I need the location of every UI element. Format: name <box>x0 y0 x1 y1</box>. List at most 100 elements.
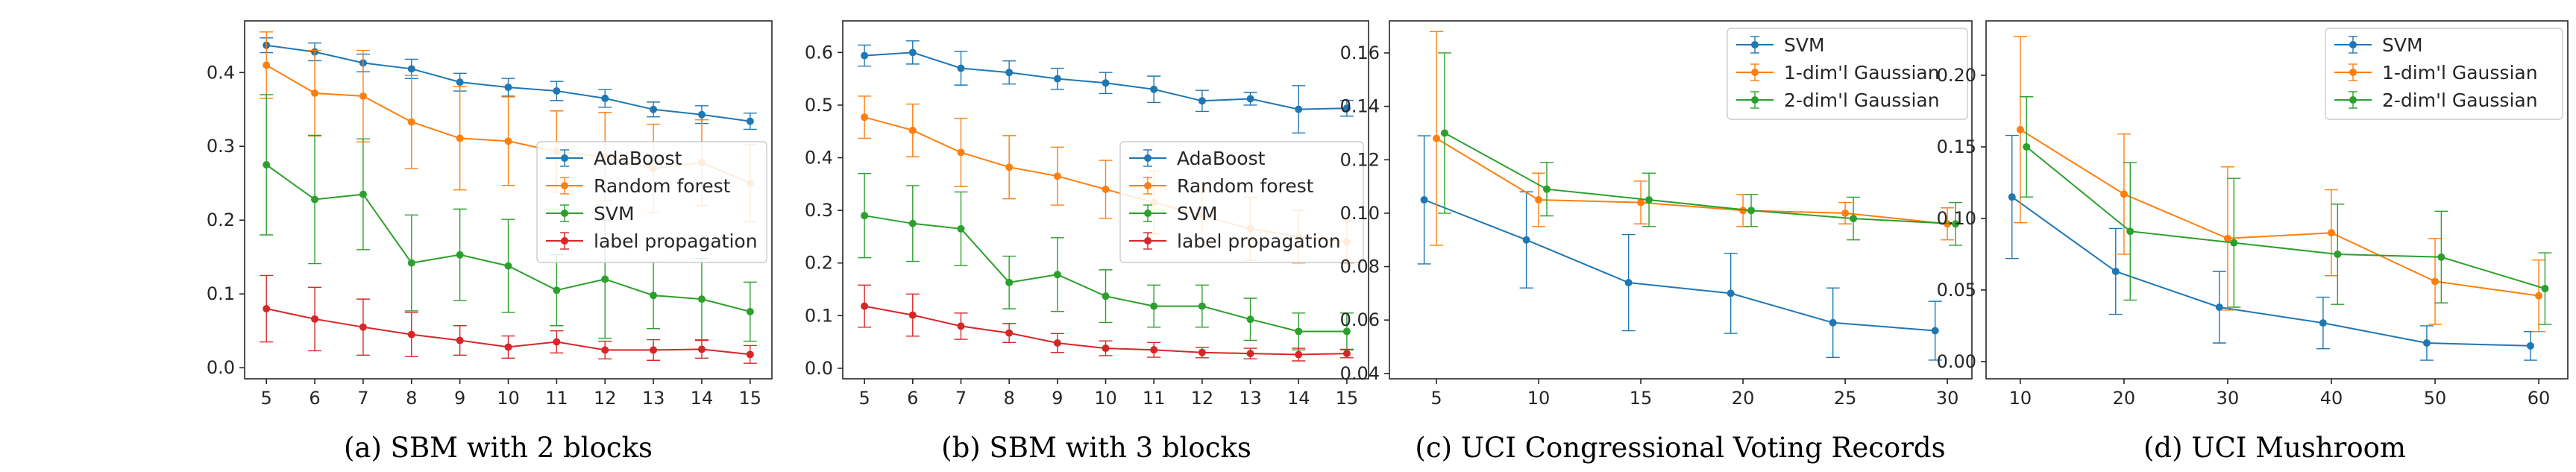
data-point <box>1005 69 1014 77</box>
y-tick-label: 0.4 <box>805 148 833 169</box>
data-point <box>957 64 965 72</box>
series-line <box>2026 146 2545 289</box>
data-point <box>1440 129 1448 137</box>
series-label-propagation <box>260 274 757 364</box>
data-point <box>2223 234 2231 242</box>
legend-marker <box>1144 210 1152 217</box>
data-point <box>1198 97 1206 105</box>
data-point <box>407 118 415 126</box>
data-point <box>861 113 869 122</box>
x-tick-label: 13 <box>1239 388 1262 409</box>
data-point <box>263 160 271 169</box>
data-point <box>957 148 965 157</box>
data-point <box>1053 172 1061 180</box>
data-point <box>407 330 415 339</box>
legend: SVM 1-dim'l Gaussian 2-dim'l Gaussian <box>1727 28 1968 120</box>
data-point <box>1342 350 1351 358</box>
data-point <box>1198 348 1206 356</box>
data-point <box>1295 327 1303 336</box>
data-point <box>1102 344 1110 353</box>
x-tick-label: 30 <box>1936 388 1959 409</box>
data-point <box>1850 215 1858 223</box>
x-tick-label: 10 <box>497 388 520 409</box>
data-point <box>908 311 917 319</box>
x-tick-label: 14 <box>691 388 714 409</box>
data-point <box>908 219 917 227</box>
series-adaboost <box>260 37 757 130</box>
data-point <box>650 346 658 354</box>
x-tick-label: 7 <box>955 388 967 409</box>
legend-label: SVM <box>594 203 635 224</box>
legend-marker <box>561 154 568 162</box>
data-point <box>697 110 706 119</box>
axes-frame <box>1985 20 2569 380</box>
legend-label: AdaBoost <box>594 148 682 169</box>
data-point <box>2111 268 2120 275</box>
y-tick-label: 0.00 <box>1937 351 1976 372</box>
legend-label: SVM <box>1784 34 1825 56</box>
x-tick-label: 5 <box>261 388 272 409</box>
legend-marker <box>561 210 568 217</box>
data-point <box>1295 105 1303 113</box>
data-point <box>1739 207 1747 215</box>
y-tick-label: 0.6 <box>805 42 833 63</box>
data-point <box>359 190 367 198</box>
series-1-dim-l-gaussian <box>2013 36 2546 333</box>
data-point <box>2215 303 2223 311</box>
data-point <box>456 78 464 86</box>
legend-marker <box>1144 154 1152 162</box>
x-tick-label: 25 <box>1834 388 1857 409</box>
legend-label: SVM <box>1177 203 1218 224</box>
data-point <box>908 48 917 57</box>
data-point <box>504 262 512 270</box>
x-tick-label: 10 <box>1094 388 1117 409</box>
data-point <box>263 304 271 312</box>
data-point <box>1246 95 1254 103</box>
data-point <box>456 336 464 344</box>
data-point <box>2126 227 2134 236</box>
series-line <box>2020 129 2539 297</box>
x-tick-label: 8 <box>406 388 417 409</box>
data-point <box>746 117 754 125</box>
legend-box <box>1119 141 1364 263</box>
y-tick-label: 0.20 <box>1937 65 1976 86</box>
data-point <box>1150 85 1158 93</box>
panel-a: (a) SBM with 2 blocks 5 6 7 8 9 10 11 12 13 14 15 0… <box>207 20 773 464</box>
data-point <box>1102 292 1110 300</box>
data-point <box>456 134 464 142</box>
data-point <box>1727 289 1735 298</box>
data-point <box>2535 292 2543 300</box>
data-point <box>359 92 367 100</box>
y-tick-label: 0.4 <box>207 62 235 83</box>
data-point <box>553 286 561 295</box>
x-tick-label: 9 <box>1052 388 1063 409</box>
y-tick-label: 0.14 <box>1340 96 1380 117</box>
data-point <box>908 126 917 134</box>
data-point <box>1952 220 1960 228</box>
x-tick-label: 5 <box>858 388 870 409</box>
data-point <box>1342 327 1351 336</box>
panel-b: (b) SBM with 3 blocks 5 6 7 8 9 10 11 12 13 14 15 0… <box>805 20 1369 464</box>
x-tick-label: 50 <box>2424 388 2447 409</box>
y-tick-label: 0.5 <box>805 95 833 116</box>
x-tick-label: 15 <box>739 388 762 409</box>
y-tick-label: 0.10 <box>1937 208 1976 229</box>
data-point <box>650 105 658 113</box>
data-point <box>311 195 319 204</box>
legend-marker <box>2349 96 2357 104</box>
legend-box <box>2325 28 2563 120</box>
legend: AdaBoost Random forest SVM label propagatio… <box>1119 141 1364 263</box>
x-tick-label: 30 <box>2217 388 2240 409</box>
data-point <box>1246 315 1254 324</box>
x-tick-label: 10 <box>1527 388 1551 409</box>
legend-label: Random forest <box>1177 175 1314 197</box>
data-point <box>1053 75 1061 83</box>
data-point <box>553 338 561 346</box>
data-point <box>697 295 706 303</box>
data-point <box>2319 319 2327 327</box>
data-point <box>1053 339 1061 347</box>
legend-marker <box>561 237 568 245</box>
legend-box <box>1727 28 1968 120</box>
x-tick-label: 6 <box>309 388 320 409</box>
data-point <box>1102 79 1110 87</box>
